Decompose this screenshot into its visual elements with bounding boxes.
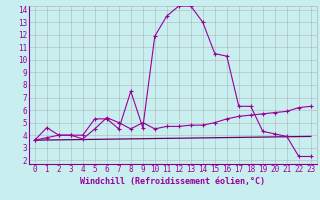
X-axis label: Windchill (Refroidissement éolien,°C): Windchill (Refroidissement éolien,°C) — [80, 177, 265, 186]
